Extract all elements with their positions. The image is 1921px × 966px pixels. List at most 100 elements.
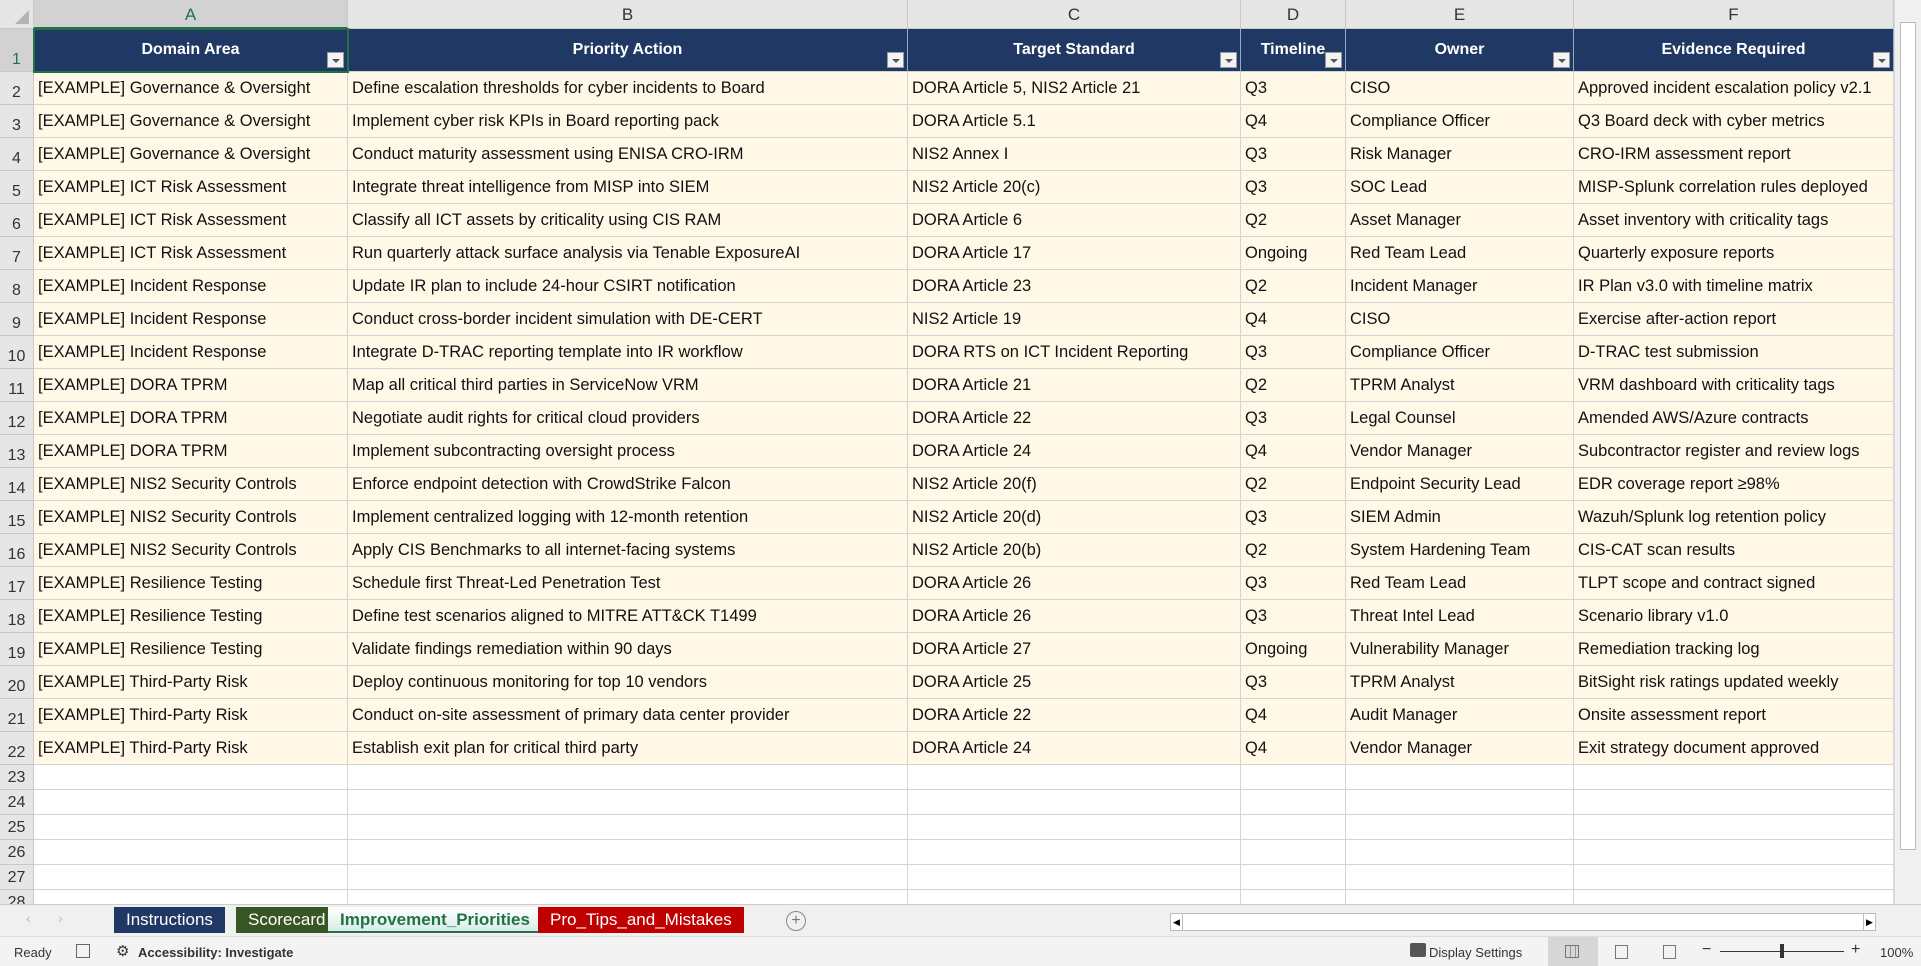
cell[interactable]: Q2 (1241, 204, 1346, 237)
cell[interactable]: [EXAMPLE] Third-Party Risk (34, 699, 348, 732)
cell[interactable]: Scenario library v1.0 (1574, 600, 1894, 633)
cell[interactable]: Conduct cross-border incident simulation… (348, 303, 908, 336)
cell[interactable] (348, 865, 908, 890)
cell[interactable]: Define test scenarios aligned to MITRE A… (348, 600, 908, 633)
cell[interactable]: Vulnerability Manager (1346, 633, 1574, 666)
cell[interactable]: Risk Manager (1346, 138, 1574, 171)
cell[interactable]: Q2 (1241, 270, 1346, 303)
cell[interactable] (34, 815, 348, 840)
row-header[interactable]: 9 (0, 303, 34, 336)
row-header[interactable]: 6 (0, 204, 34, 237)
cell[interactable] (908, 890, 1241, 904)
cell[interactable]: [EXAMPLE] Resilience Testing (34, 633, 348, 666)
filter-dropdown-icon[interactable] (1325, 52, 1342, 68)
cell[interactable]: Implement centralized logging with 12-mo… (348, 501, 908, 534)
cell[interactable]: Amended AWS/Azure contracts (1574, 402, 1894, 435)
accessibility-status[interactable]: Accessibility: Investigate (138, 945, 294, 960)
row-header[interactable]: 10 (0, 336, 34, 369)
cell[interactable]: [EXAMPLE] Incident Response (34, 270, 348, 303)
cell[interactable]: Q3 (1241, 567, 1346, 600)
cell[interactable]: NIS2 Article 20(d) (908, 501, 1241, 534)
cell[interactable]: Q3 Board deck with cyber metrics (1574, 105, 1894, 138)
cell[interactable]: Red Team Lead (1346, 567, 1574, 600)
row-header[interactable]: 22 (0, 732, 34, 765)
cell[interactable]: SIEM Admin (1346, 501, 1574, 534)
row-header[interactable]: 4 (0, 138, 34, 171)
cell[interactable]: [EXAMPLE] Resilience Testing (34, 567, 348, 600)
cell[interactable] (1346, 840, 1574, 865)
cell[interactable]: Q3 (1241, 72, 1346, 105)
cell[interactable] (1574, 765, 1894, 790)
column-header-f[interactable]: F (1574, 0, 1894, 29)
cell[interactable]: Q3 (1241, 336, 1346, 369)
zoom-level[interactable]: 100% (1880, 945, 1914, 960)
filter-dropdown-icon[interactable] (1220, 52, 1237, 68)
cell[interactable]: [EXAMPLE] Incident Response (34, 303, 348, 336)
cell[interactable] (908, 790, 1241, 815)
filter-dropdown-icon[interactable] (1553, 52, 1570, 68)
vertical-scrollbar[interactable] (1894, 0, 1921, 904)
cell[interactable] (348, 765, 908, 790)
cell[interactable] (908, 840, 1241, 865)
row-header[interactable]: 3 (0, 105, 34, 138)
cell[interactable]: Apply CIS Benchmarks to all internet-fac… (348, 534, 908, 567)
row-header[interactable]: 23 (0, 765, 34, 790)
row-header[interactable]: 8 (0, 270, 34, 303)
cell[interactable]: Validate findings remediation within 90 … (348, 633, 908, 666)
add-sheet-icon[interactable]: + (786, 911, 806, 931)
row-header[interactable]: 27 (0, 865, 34, 890)
cell[interactable] (34, 790, 348, 815)
sheet-tab-improvement-priorities[interactable]: Improvement_Priorities (328, 907, 542, 933)
cell[interactable]: DORA Article 27 (908, 633, 1241, 666)
scroll-left-icon[interactable]: ◀ (1171, 914, 1183, 930)
cell[interactable]: Implement cyber risk KPIs in Board repor… (348, 105, 908, 138)
sheet-tab-scorecard[interactable]: Scorecard (236, 907, 338, 933)
cell[interactable]: DORA Article 22 (908, 402, 1241, 435)
cell[interactable]: Q4 (1241, 699, 1346, 732)
cell[interactable]: Update IR plan to include 24-hour CSIRT … (348, 270, 908, 303)
cell[interactable]: Q3 (1241, 171, 1346, 204)
scroll-thumb[interactable] (1900, 22, 1916, 850)
cell[interactable]: Establish exit plan for critical third p… (348, 732, 908, 765)
cell[interactable] (34, 865, 348, 890)
cell[interactable]: DORA Article 26 (908, 600, 1241, 633)
row-header[interactable]: 18 (0, 600, 34, 633)
cell[interactable]: NIS2 Article 20(f) (908, 468, 1241, 501)
cell[interactable]: [EXAMPLE] DORA TPRM (34, 369, 348, 402)
cell[interactable] (1241, 865, 1346, 890)
sheet-tab-instructions[interactable]: Instructions (114, 907, 225, 933)
cell[interactable] (908, 865, 1241, 890)
cell[interactable] (348, 890, 908, 904)
cell[interactable] (1574, 865, 1894, 890)
cell[interactable]: Ongoing (1241, 237, 1346, 270)
cell[interactable]: DORA Article 17 (908, 237, 1241, 270)
cell[interactable]: DORA Article 21 (908, 369, 1241, 402)
row-header[interactable]: 20 (0, 666, 34, 699)
cell[interactable]: MISP-Splunk correlation rules deployed (1574, 171, 1894, 204)
cell[interactable]: SOC Lead (1346, 171, 1574, 204)
cell[interactable] (1241, 790, 1346, 815)
row-header[interactable]: 13 (0, 435, 34, 468)
cell[interactable]: BitSight risk ratings updated weekly (1574, 666, 1894, 699)
horizontal-scrollbar[interactable]: ◀ ▶ (1170, 913, 1876, 931)
cell[interactable]: NIS2 Annex I (908, 138, 1241, 171)
cell[interactable]: Q2 (1241, 534, 1346, 567)
row-header[interactable]: 16 (0, 534, 34, 567)
row-header[interactable]: 14 (0, 468, 34, 501)
sheet-tab-pro-tips-and-mistakes[interactable]: Pro_Tips_and_Mistakes (538, 907, 744, 933)
cell[interactable]: DORA Article 23 (908, 270, 1241, 303)
cell[interactable]: Q3 (1241, 600, 1346, 633)
cell[interactable] (1241, 765, 1346, 790)
filter-dropdown-icon[interactable] (327, 52, 344, 68)
cell[interactable]: NIS2 Article 19 (908, 303, 1241, 336)
cell[interactable]: NIS2 Article 20(c) (908, 171, 1241, 204)
cell[interactable]: Audit Manager (1346, 699, 1574, 732)
scroll-right-icon[interactable]: ▶ (1863, 914, 1875, 930)
cell[interactable] (348, 815, 908, 840)
cell[interactable]: [EXAMPLE] Governance & Oversight (34, 72, 348, 105)
row-header[interactable]: 5 (0, 171, 34, 204)
cell[interactable]: VRM dashboard with criticality tags (1574, 369, 1894, 402)
row-header[interactable]: 24 (0, 790, 34, 815)
header-cell[interactable]: Owner (1346, 29, 1574, 72)
cell[interactable]: [EXAMPLE] Incident Response (34, 336, 348, 369)
